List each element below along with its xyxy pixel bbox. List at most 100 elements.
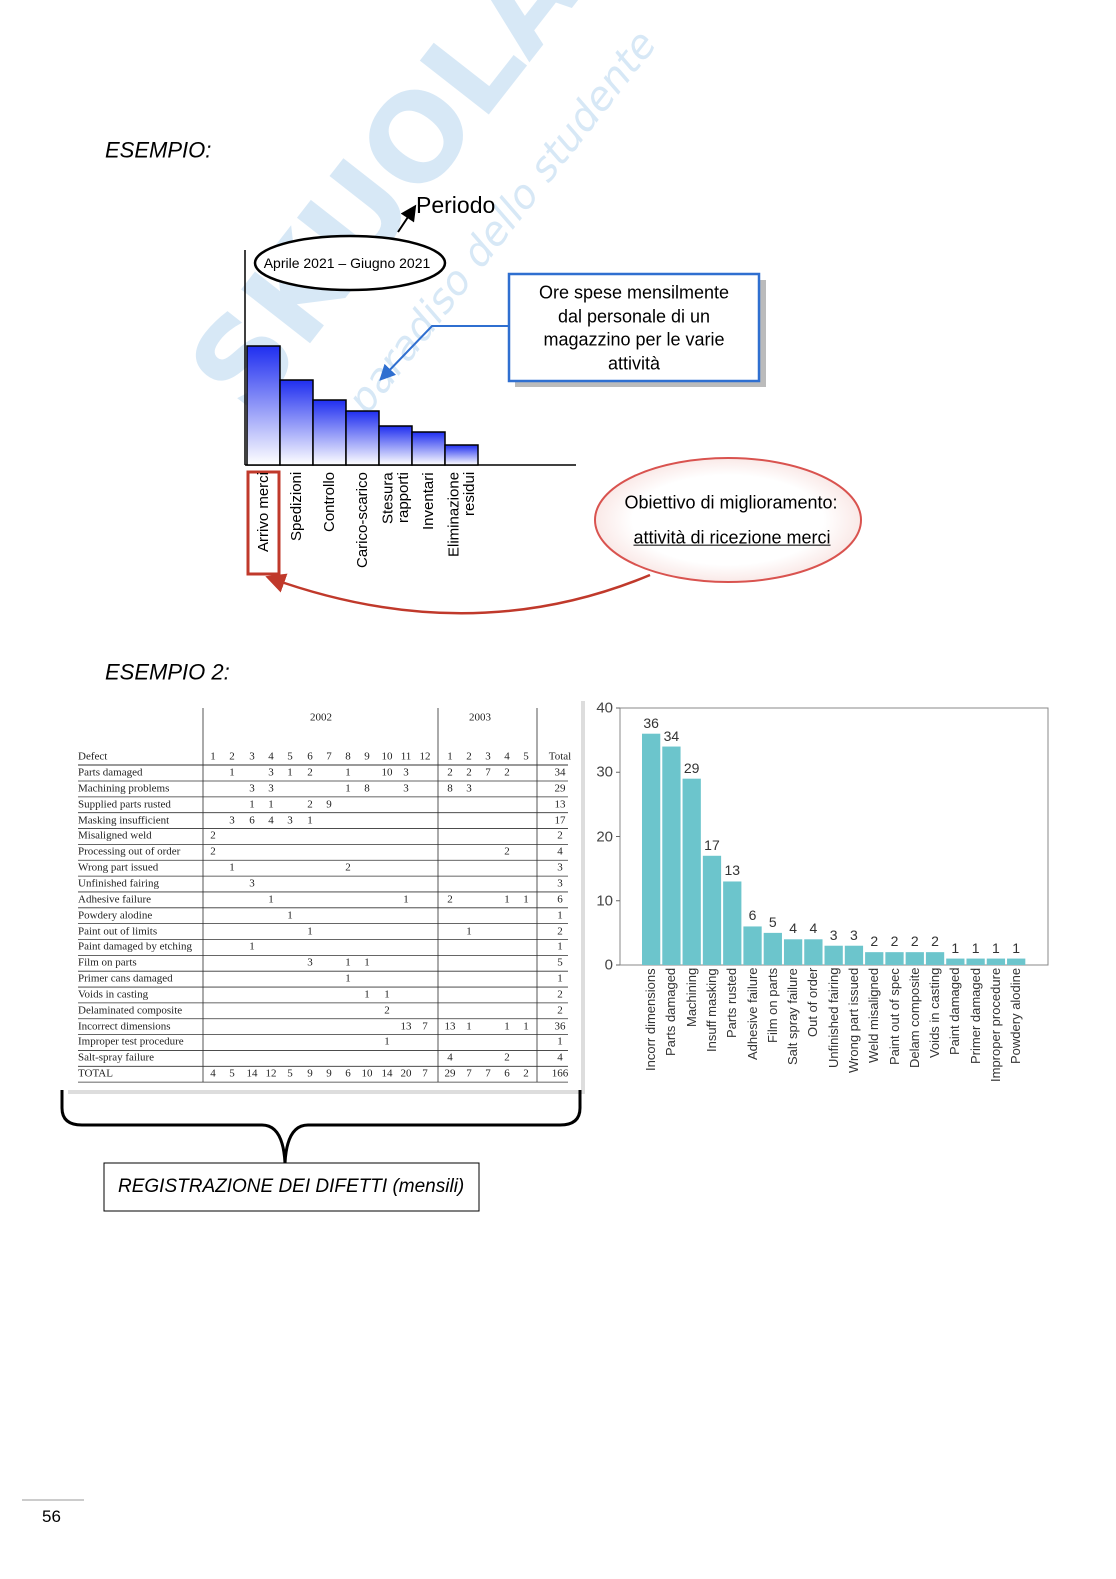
table-cell: 1 xyxy=(229,861,235,874)
table-cell: 9 xyxy=(326,1067,332,1080)
data-label: 2 xyxy=(931,933,939,950)
x-tick-label: Insuff masking xyxy=(704,968,720,1052)
period-arrow xyxy=(397,204,417,233)
table-header: 8 xyxy=(345,750,351,763)
table-cell: 3 xyxy=(249,877,255,890)
table-cell: 3 xyxy=(268,782,274,795)
x-tick-label: Film on parts xyxy=(764,968,780,1044)
table-cell: 4 xyxy=(557,845,563,858)
bar xyxy=(783,939,803,965)
table-defect: Misaligned weld xyxy=(78,830,152,843)
table-header: 6 xyxy=(307,750,313,763)
bar xyxy=(1007,958,1026,965)
bar xyxy=(804,939,823,965)
table-cell: 1 xyxy=(307,814,313,827)
period-label: Periodo xyxy=(416,191,496,218)
table-cell: 1 xyxy=(249,798,255,811)
table-cell: 6 xyxy=(504,1067,510,1080)
x-tick-label: Adhesive failure xyxy=(744,968,760,1061)
table-defect: Processing out of order xyxy=(78,845,181,858)
table-cell: 20 xyxy=(400,1067,412,1080)
table-cell: 3 xyxy=(268,766,274,779)
callout-line: magazzino per le varie xyxy=(543,330,725,351)
bar xyxy=(702,855,722,965)
table-header: 1 xyxy=(447,750,453,763)
table-defect: Paint damaged by etching xyxy=(78,941,192,954)
table-cell: 1 xyxy=(557,972,563,985)
table-header: 3 xyxy=(249,750,255,763)
x-tick-label: Wrong part issued xyxy=(846,968,862,1074)
objective-arrow xyxy=(265,573,651,615)
table-cell: 2 xyxy=(504,1051,510,1064)
x-tick-label: Inventari xyxy=(419,472,437,530)
bar xyxy=(824,945,843,965)
x-tick-label: Paint damaged xyxy=(947,968,963,1056)
data-label: 2 xyxy=(890,933,899,950)
y-tick-label: 0 xyxy=(604,956,613,974)
data-label: 5 xyxy=(768,913,777,930)
table-cell: 3 xyxy=(403,782,409,795)
bar xyxy=(946,958,965,965)
table-cell: 1 xyxy=(466,925,472,938)
bar xyxy=(411,431,446,466)
table-cell: 1 xyxy=(345,782,351,795)
data-label: 1 xyxy=(991,939,1000,956)
table-cell: 1 xyxy=(268,893,274,906)
bar xyxy=(925,952,945,965)
period-ellipse xyxy=(253,234,447,292)
callout-arrow xyxy=(379,325,509,381)
objective-ellipse xyxy=(594,457,862,583)
table-cell: 2 xyxy=(447,893,453,906)
table-cell: 12 xyxy=(265,1067,277,1080)
data-label: 1 xyxy=(1012,939,1021,956)
table-cell: 2 xyxy=(557,830,563,843)
table-cell: 10 xyxy=(381,766,393,779)
table-cell: 1 xyxy=(345,766,351,779)
table-cell: 14 xyxy=(381,1067,393,1080)
x-tick-label: Primer damaged xyxy=(967,968,983,1065)
table-cell: 8 xyxy=(364,782,370,795)
table-cell: 4 xyxy=(210,1067,216,1080)
table-cell: 1 xyxy=(557,941,563,954)
page-number: 56 xyxy=(42,1507,61,1527)
data-label: 4 xyxy=(789,920,797,937)
table-cell: 3 xyxy=(557,861,563,874)
table-background xyxy=(64,697,581,1090)
x-tick-label: Machining xyxy=(683,968,699,1028)
y-tick-label: 40 xyxy=(596,699,613,717)
table-defect: Adhesive failure xyxy=(78,893,151,906)
table-cell: 1 xyxy=(557,909,563,922)
period: Aprile 2021 – Giugno 2021 xyxy=(263,254,431,271)
table-defect: Paint out of limits xyxy=(78,925,158,938)
table-header: 5 xyxy=(523,750,529,763)
table-cell: 3 xyxy=(466,782,472,795)
data-label: 29 xyxy=(683,759,700,776)
bar xyxy=(743,926,762,965)
bar xyxy=(905,952,924,965)
table-cell: 7 xyxy=(422,1067,428,1080)
table-defect: Powdery alodine xyxy=(78,909,153,922)
table-cell: 2 xyxy=(210,830,216,843)
bar xyxy=(986,958,1006,965)
bar xyxy=(279,379,314,466)
table-defect: Machining problems xyxy=(78,782,170,795)
table-cell: 1 xyxy=(287,766,293,779)
y-tick-label: 20 xyxy=(596,827,613,845)
callout-box xyxy=(507,272,761,383)
bar xyxy=(682,778,701,965)
table-defect: Improper test procedure xyxy=(78,1036,184,1049)
x-tick-label: Parts damaged xyxy=(663,968,679,1057)
bar xyxy=(444,444,479,466)
x-tick-label: Out of order xyxy=(805,968,821,1038)
y-tick-label: 10 xyxy=(596,892,613,910)
table-cell: 1 xyxy=(403,893,409,906)
table-cell: 6 xyxy=(249,814,255,827)
table-cell: 10 xyxy=(361,1067,373,1080)
table-cell: 4 xyxy=(447,1051,453,1064)
data-label: 36 xyxy=(643,714,659,731)
x-tick-label: Improper procedure xyxy=(988,968,1004,1083)
table-cell: 9 xyxy=(326,798,332,811)
x-tick-label: Voids in casting xyxy=(927,968,943,1059)
table-cell: 29 xyxy=(444,1067,456,1080)
